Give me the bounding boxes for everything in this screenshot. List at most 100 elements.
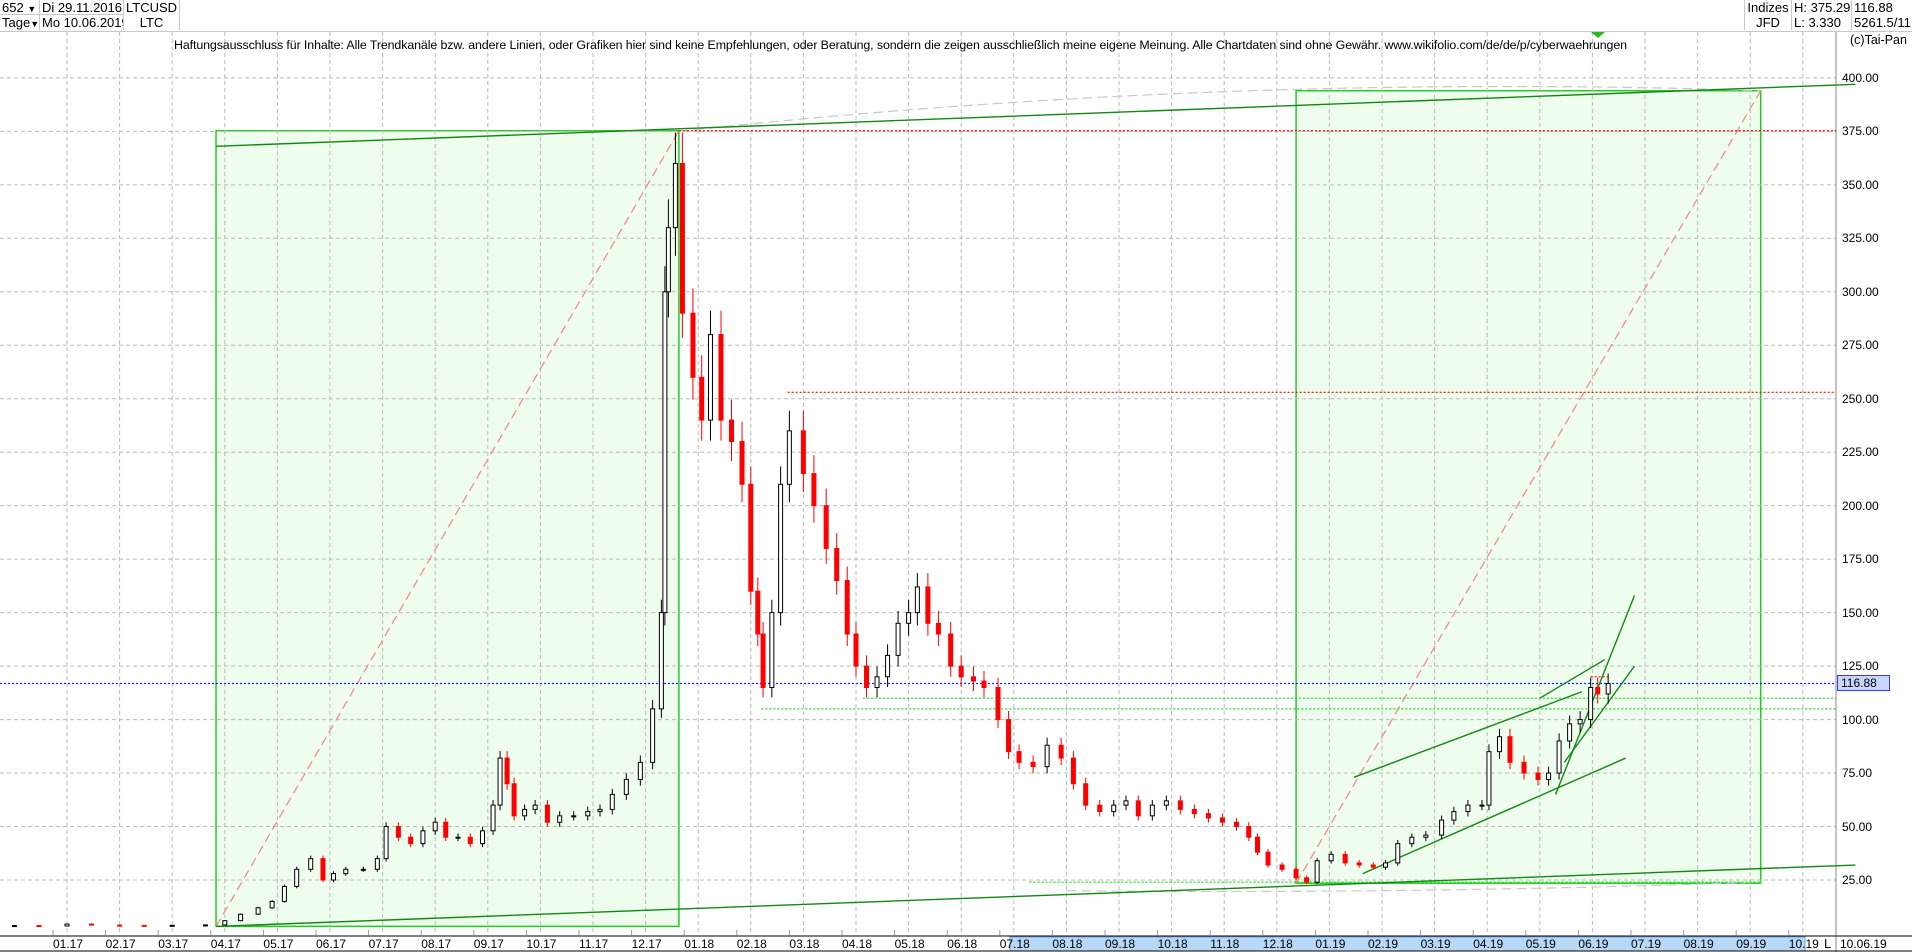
candle-body [269, 900, 275, 909]
x-tick-label: 06.17 [316, 937, 347, 951]
candle-body [844, 580, 850, 635]
x-tick-label: 11.17 [579, 937, 609, 951]
x-tick-label: 12.18 [1262, 937, 1293, 951]
candle-body [1163, 800, 1169, 806]
candle-body [1439, 819, 1445, 836]
footer-date: 10.06.19 [1840, 937, 1887, 951]
x-tick-label: 07.19 [1631, 937, 1662, 951]
symbol: LTCUSD [124, 0, 180, 15]
candle-body [1279, 864, 1285, 870]
candle-body [1451, 811, 1457, 821]
candle-body [760, 633, 766, 688]
scale-mode[interactable]: L [1824, 936, 1832, 951]
candle-body [1097, 804, 1103, 813]
y-tick-label: 75.00 [1842, 766, 1873, 781]
x-tick-label: 06.18 [947, 937, 978, 951]
candle-body [1219, 817, 1225, 823]
candle-body [1409, 836, 1415, 845]
candle-body [1567, 723, 1573, 742]
candle-body [1246, 826, 1252, 838]
candle-body [1556, 740, 1562, 774]
candle-body [544, 804, 550, 823]
y-tick-label: 250.00 [1842, 391, 1879, 406]
candle-body [222, 920, 228, 926]
candle-body [1328, 853, 1334, 862]
x-tick-label: 04.17 [210, 937, 241, 951]
candle-body [658, 612, 664, 710]
candle-body [935, 622, 941, 635]
x-tick-label: 04.18 [842, 937, 873, 951]
candle-body [395, 826, 401, 838]
end-date[interactable]: Mo 10.06.2019 [42, 15, 124, 30]
x-tick-label: 09.17 [473, 937, 504, 951]
candle-body [853, 633, 859, 667]
candle-body [925, 586, 931, 624]
chevron-down-icon: ▼ [27, 4, 37, 14]
candle-body [1595, 686, 1601, 695]
last-value: 116.88 [1854, 0, 1893, 15]
candle-body [432, 821, 438, 832]
candle-body [1177, 800, 1183, 810]
chart-header: 652 ▼ Tage▼ Di 29.11.2016 Mo 10.06.2019 … [0, 0, 1912, 32]
candle-body [308, 858, 314, 870]
period-select[interactable]: Tage▼ [0, 15, 40, 30]
y-tick-label: 275.00 [1842, 338, 1879, 353]
start-date[interactable]: Di 29.11.2016 [40, 0, 124, 15]
candle-body [729, 419, 735, 443]
candle-body [117, 924, 123, 927]
candle-body [585, 811, 591, 817]
x-tick-label: 09.18 [1105, 937, 1136, 951]
candle-body [834, 547, 840, 582]
candle-body [360, 868, 366, 871]
high-value: H: 375.29 [1794, 0, 1852, 15]
candle-body [374, 858, 380, 870]
candle-body [1304, 877, 1310, 883]
trend-line [1353, 691, 1583, 778]
candle-body [690, 312, 696, 378]
candle-body [1342, 853, 1348, 864]
y-tick-label: 175.00 [1842, 552, 1879, 567]
candle-body [1016, 751, 1022, 763]
candle-body [455, 836, 461, 839]
candle-body [665, 227, 671, 293]
y-tick-label: 225.00 [1842, 445, 1879, 460]
bar-count-select[interactable]: 652 ▼ [0, 0, 40, 15]
candle-body [672, 162, 678, 229]
candle-body [1265, 851, 1271, 866]
candle-body [480, 830, 486, 845]
candle-body [769, 612, 775, 688]
range-box [1295, 89, 1762, 884]
x-tick-label: 08.17 [421, 937, 452, 951]
candle-body [320, 858, 326, 881]
candle-body [637, 761, 643, 780]
x-tick-label: 01.19 [1315, 937, 1346, 951]
x-tick-label: 02.17 [105, 937, 136, 951]
trend-line [1539, 659, 1606, 699]
candle-body [141, 924, 147, 927]
y-tick-label: 375.00 [1842, 124, 1879, 139]
y-tick-label: 350.00 [1842, 177, 1879, 192]
x-tick-label: 08.19 [1683, 937, 1714, 951]
candle-body [906, 612, 912, 624]
x-tick-label: 10.19 [1788, 937, 1819, 951]
trend-line [1563, 665, 1636, 763]
candle-body [679, 162, 685, 314]
candle-body [739, 441, 745, 485]
trend-line [216, 83, 1856, 148]
group: Indizes [1744, 0, 1792, 15]
x-tick-label: 02.18 [736, 937, 767, 951]
candle-body [948, 633, 954, 667]
y-tick-label: 25.00 [1842, 873, 1873, 887]
candle-body [443, 821, 449, 838]
candle-body [1588, 686, 1594, 721]
candle-body [1356, 862, 1362, 866]
x-tick-label: 07.17 [368, 937, 399, 951]
y-tick-label: 125.00 [1842, 659, 1879, 674]
candle-body [1605, 682, 1611, 695]
candle-body [1293, 868, 1299, 879]
candle-body [1111, 804, 1117, 813]
y-tick-label: 200.00 [1842, 498, 1879, 513]
projection-arc [678, 85, 1761, 132]
source: JFD [1744, 15, 1792, 30]
